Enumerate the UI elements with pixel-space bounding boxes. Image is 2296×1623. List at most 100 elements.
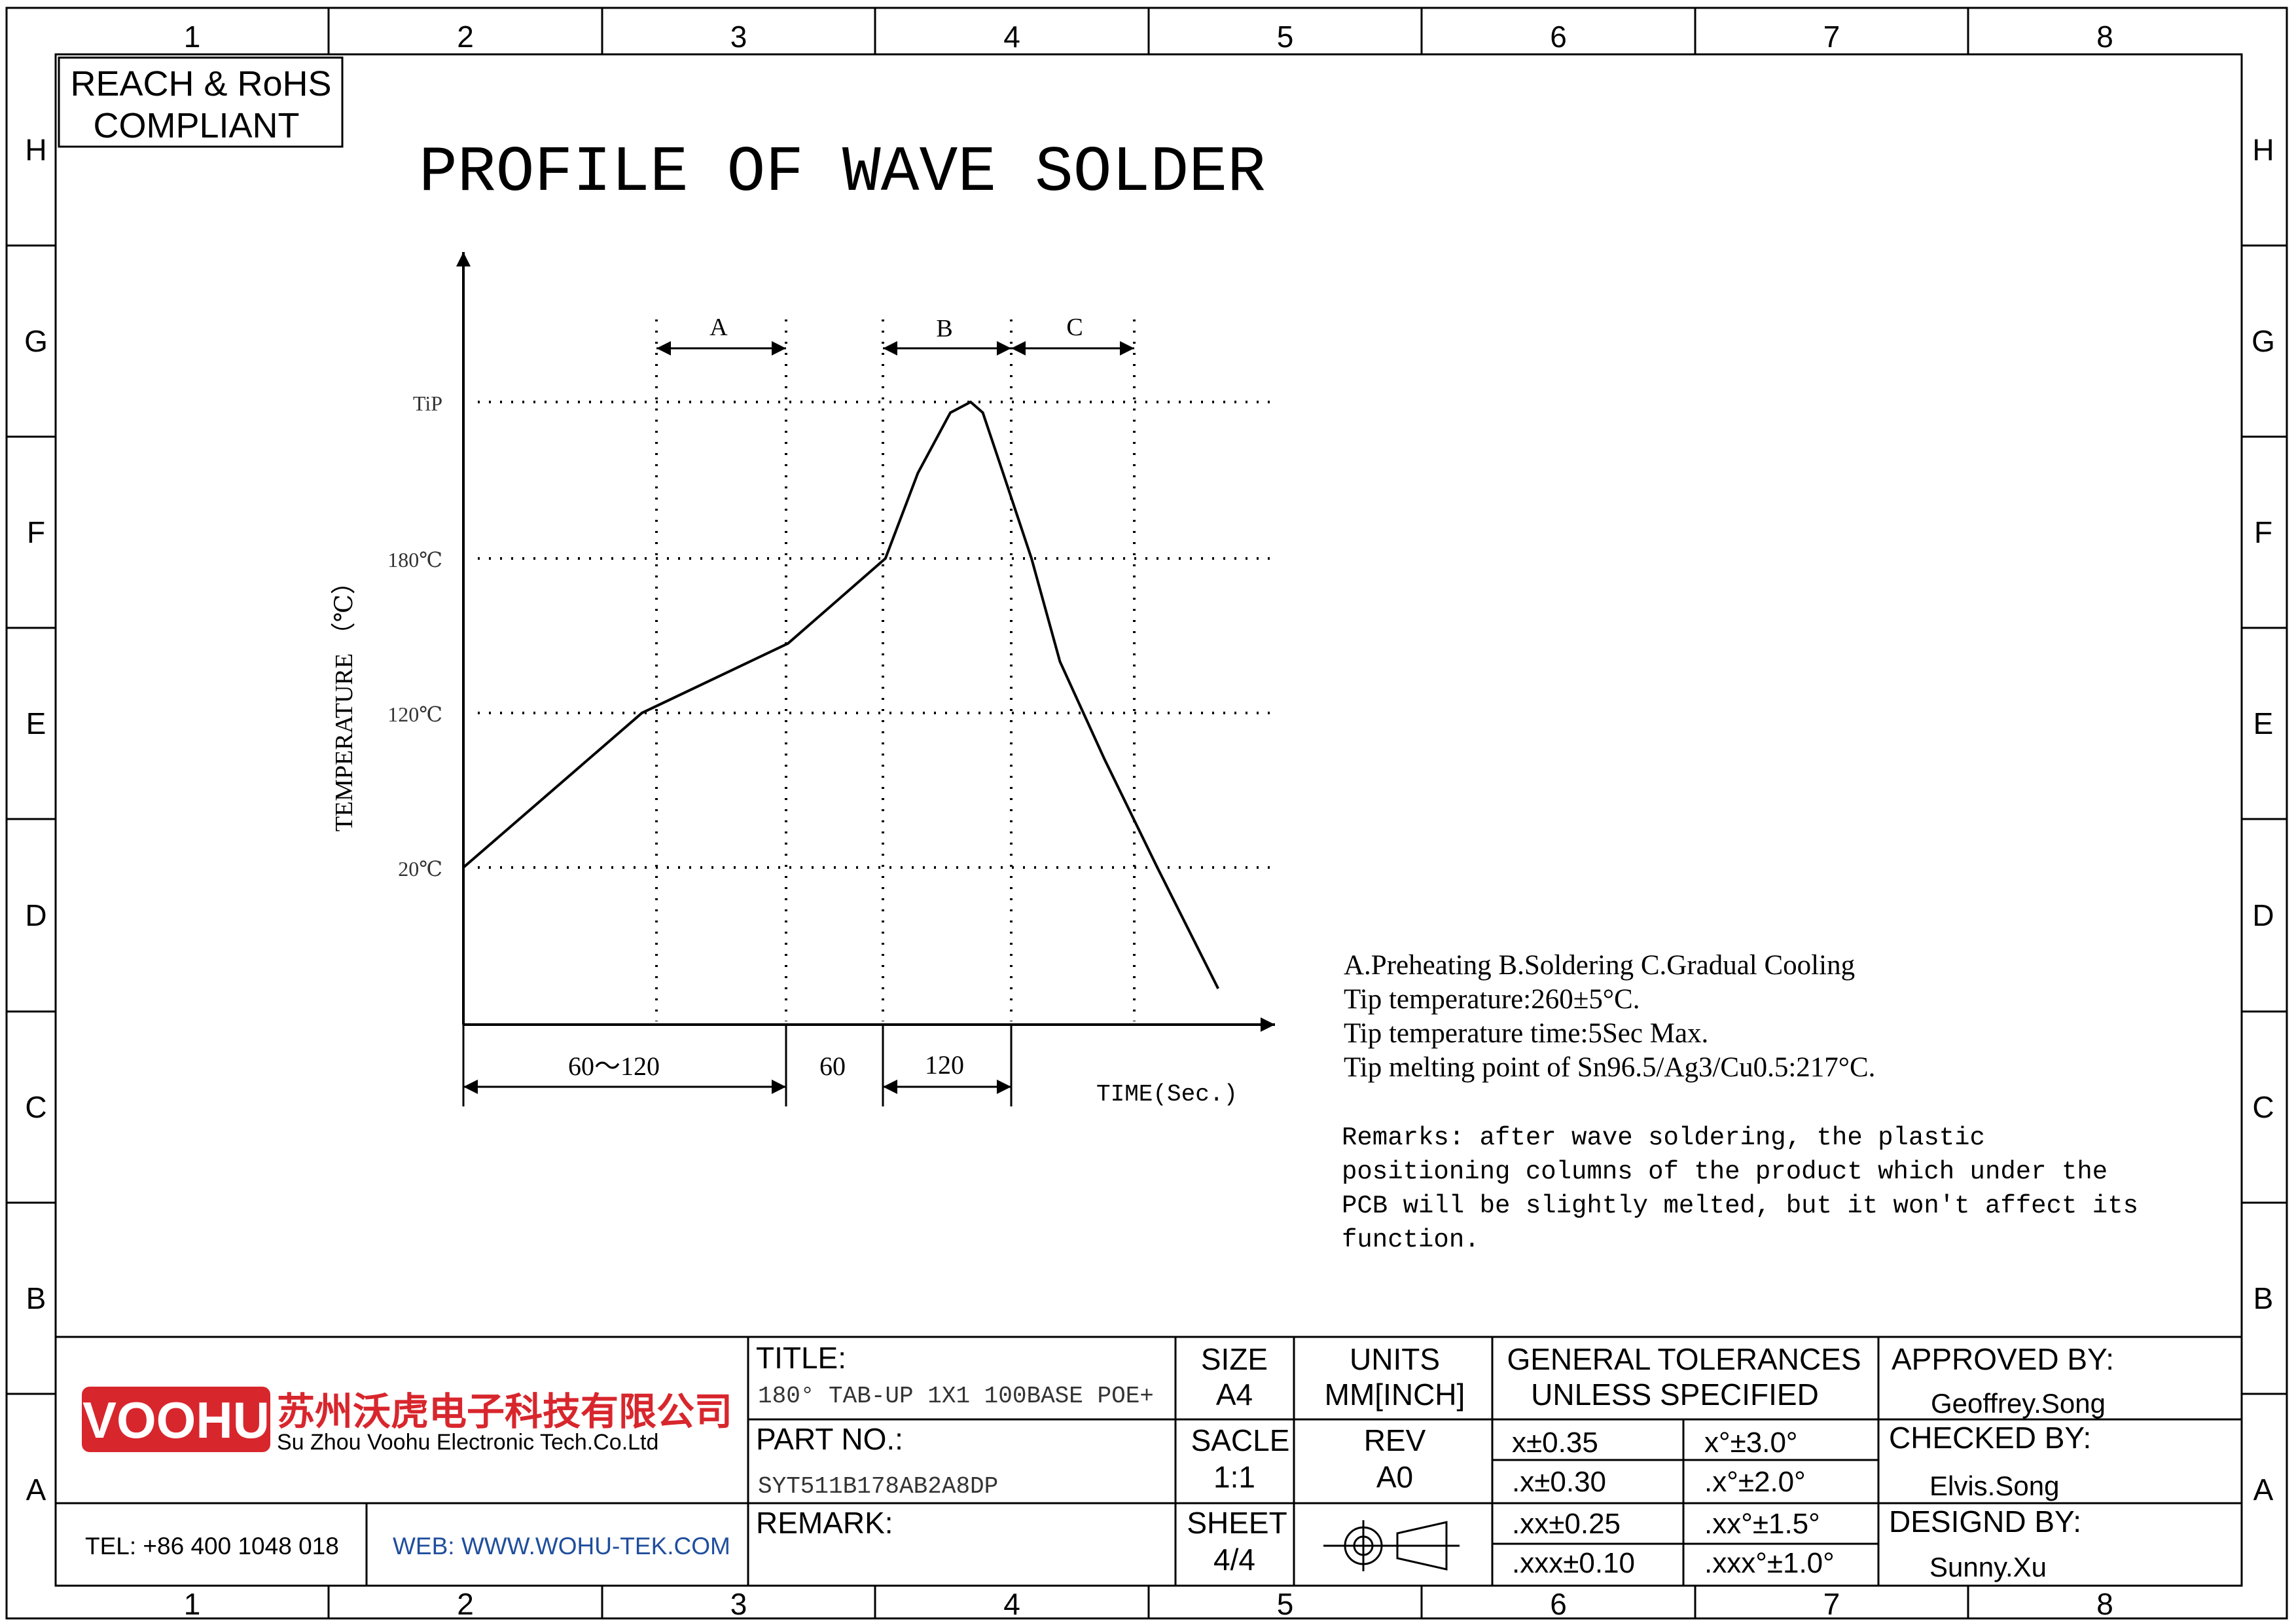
size-label: SIZE xyxy=(1201,1342,1268,1376)
remarks-line2: positioning columns of the product which… xyxy=(1342,1158,2108,1186)
notes-line3: Tip temperature time:5Sec Max. xyxy=(1344,1018,1708,1049)
title-value: 180° TAB-UP 1X1 100BASE POE+ xyxy=(758,1383,1154,1410)
tol-linear-1: .x±0.30 xyxy=(1512,1466,1606,1498)
row-label-right: G xyxy=(2251,324,2275,358)
y-axis-label: TEMPERATURE （℃） xyxy=(331,570,358,831)
compliance-box xyxy=(58,56,344,148)
checked-label: CHECKED BY: xyxy=(1889,1421,2091,1455)
tol-angular-3: .xxx°±1.0° xyxy=(1704,1547,1835,1579)
remarks-line4: function. xyxy=(1342,1226,1480,1254)
compliance-line2: COMPLIANT xyxy=(93,106,299,145)
tolerance-label1: GENERAL TOLERANCES xyxy=(1507,1342,1861,1376)
column-label-bottom: 7 xyxy=(1823,1587,1840,1621)
row-label-right: C xyxy=(2252,1090,2274,1124)
row-label-left: C xyxy=(25,1090,46,1124)
column-label-top: 2 xyxy=(457,20,474,54)
tol-linear-0: x±0.35 xyxy=(1512,1427,1598,1459)
scale-label: SACLE xyxy=(1191,1423,1290,1457)
column-label-top: 7 xyxy=(1823,20,1840,54)
approved-by: Geoffrey.Song xyxy=(1931,1388,2106,1419)
logo-text: VOOHU xyxy=(82,1391,270,1449)
part-number: SYT511B178AB2A8DP xyxy=(758,1473,998,1500)
remarks-line3: PCB will be slightly melted, but it won'… xyxy=(1342,1192,2138,1220)
zone-a-label: A xyxy=(709,314,728,341)
company-name-en: Su Zhou Voohu Electronic Tech.Co.Ltd xyxy=(277,1430,658,1455)
units-value: MM[INCH] xyxy=(1325,1377,1465,1412)
row-label-right: A xyxy=(2253,1473,2274,1507)
rev-value: A0 xyxy=(1376,1460,1413,1494)
tol-angular-0: x°±3.0° xyxy=(1704,1427,1798,1459)
column-label-bottom: 6 xyxy=(1550,1587,1567,1621)
page-title: PROFILE OF WAVE SOLDER xyxy=(419,137,1266,210)
tolerance-label2: UNLESS SPECIFIED xyxy=(1531,1377,1819,1412)
y-tick-tip: TiP xyxy=(413,392,442,415)
row-label-left: H xyxy=(25,133,46,167)
title-label: TITLE: xyxy=(756,1341,846,1375)
solder-profile-curve xyxy=(462,400,1219,989)
notes-line1: A.Preheating B.Soldering C.Gradual Cooli… xyxy=(1344,950,1855,981)
row-label-right: B xyxy=(2253,1281,2274,1315)
tol-linear-2: .xx±0.25 xyxy=(1512,1508,1621,1540)
designed-label: DESIGND BY: xyxy=(1889,1504,2081,1539)
row-label-left: D xyxy=(25,898,46,932)
row-label-left: F xyxy=(27,515,45,549)
row-label-left: B xyxy=(26,1281,46,1315)
remarks: Remarks: after wave soldering, the plast… xyxy=(1342,1123,2138,1254)
x-axis-label: TIME(Sec.) xyxy=(1096,1081,1238,1108)
row-label-left: A xyxy=(26,1473,46,1507)
column-label-top: 5 xyxy=(1277,20,1294,54)
rev-label: REV xyxy=(1364,1423,1426,1457)
scale-value: 1:1 xyxy=(1213,1460,1255,1494)
column-label-top: 6 xyxy=(1550,20,1567,54)
tol-linear-3: .xxx±0.10 xyxy=(1512,1547,1635,1579)
approved-label: APPROVED BY: xyxy=(1892,1342,2114,1376)
column-label-bottom: 8 xyxy=(2096,1587,2113,1621)
column-label-top: 8 xyxy=(2096,20,2113,54)
column-label-bottom: 4 xyxy=(1003,1587,1020,1621)
notes-line4: Tip melting point of Sn96.5/Ag3/Cu0.5:21… xyxy=(1344,1052,1875,1083)
zone-b-label: B xyxy=(936,315,952,342)
zone-c-label: C xyxy=(1066,314,1083,341)
column-label-top: 4 xyxy=(1003,20,1020,54)
tol-angular-1: .x°±2.0° xyxy=(1704,1466,1806,1498)
duration-label-2: 60 xyxy=(819,1051,846,1081)
y-tick-180: 180℃ xyxy=(387,548,442,572)
column-label-bottom: 1 xyxy=(184,1587,201,1621)
row-label-right: E xyxy=(2253,706,2274,740)
column-label-bottom: 2 xyxy=(457,1587,474,1621)
notes: A.Preheating B.Soldering C.Gradual Cooli… xyxy=(1344,950,1875,1083)
solder-profile-chart: TiP 180℃ 120℃ 20℃ TEMPERATURE （℃） A B C … xyxy=(331,252,1276,1108)
company-logo xyxy=(82,1387,270,1452)
projection-symbol-icon xyxy=(1323,1520,1460,1571)
y-tick-20: 20℃ xyxy=(398,857,442,881)
zone-grid-ticks xyxy=(7,8,2287,1618)
row-label-left: G xyxy=(24,324,48,358)
web: WEB: WWW.WOHU-TEK.COM xyxy=(393,1533,730,1559)
row-label-right: F xyxy=(2254,515,2272,549)
title-block xyxy=(56,1336,2242,1586)
compliance-line1: REACH & RoHS xyxy=(70,64,331,103)
row-label-right: D xyxy=(2252,898,2274,932)
row-label-right: H xyxy=(2252,133,2274,167)
remarks-line1: Remarks: after wave soldering, the plast… xyxy=(1342,1123,1985,1152)
duration-label-3: 120 xyxy=(925,1050,964,1080)
y-tick-120: 120℃ xyxy=(387,702,442,726)
duration-label-1: 60～120 xyxy=(568,1051,660,1081)
part-label: PART NO.: xyxy=(756,1422,903,1456)
column-label-bottom: 5 xyxy=(1277,1587,1294,1621)
column-label-top: 1 xyxy=(184,20,201,54)
designed-by: Sunny.Xu xyxy=(1929,1552,2047,1582)
checked-by: Elvis.Song xyxy=(1929,1470,2059,1501)
zone-grid-labels: 1 1 2 2 3 3 4 4 5 5 6 6 7 7 8 8 H H G G F F E E D D C C B B A A xyxy=(24,20,2275,1621)
company-name-cn: 苏州沃虎电子科技有限公司 xyxy=(277,1391,732,1433)
sheet-label: SHEET xyxy=(1187,1506,1287,1540)
outer-frame xyxy=(5,7,2288,1620)
notes-line2: Tip temperature:260±5°C. xyxy=(1344,984,1640,1015)
units-label: UNITS xyxy=(1350,1342,1440,1376)
tol-angular-2: .xx°±1.5° xyxy=(1704,1508,1820,1540)
remark-label: REMARK: xyxy=(756,1506,893,1540)
sheet-value: 4/4 xyxy=(1213,1542,1255,1577)
column-label-bottom: 3 xyxy=(730,1587,747,1621)
size-value: A4 xyxy=(1216,1377,1253,1412)
